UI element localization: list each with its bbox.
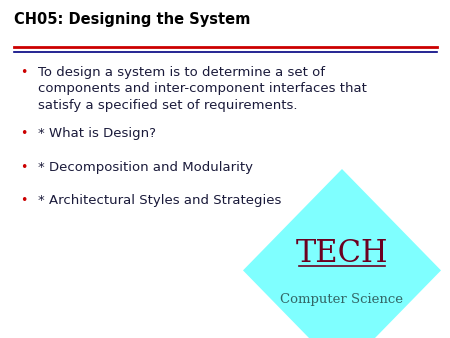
- Text: CH05: Designing the System: CH05: Designing the System: [14, 12, 250, 27]
- Text: * What is Design?: * What is Design?: [38, 127, 156, 140]
- Text: * Architectural Styles and Strategies: * Architectural Styles and Strategies: [38, 194, 282, 207]
- Text: To design a system is to determine a set of
components and inter-component inter: To design a system is to determine a set…: [38, 66, 367, 112]
- Text: TECH: TECH: [296, 238, 388, 269]
- Polygon shape: [243, 169, 441, 338]
- Text: * Decomposition and Modularity: * Decomposition and Modularity: [38, 161, 253, 173]
- Text: •: •: [20, 66, 27, 79]
- Text: •: •: [20, 161, 27, 173]
- Text: Computer Science: Computer Science: [280, 293, 404, 306]
- Text: •: •: [20, 127, 27, 140]
- Text: •: •: [20, 194, 27, 207]
